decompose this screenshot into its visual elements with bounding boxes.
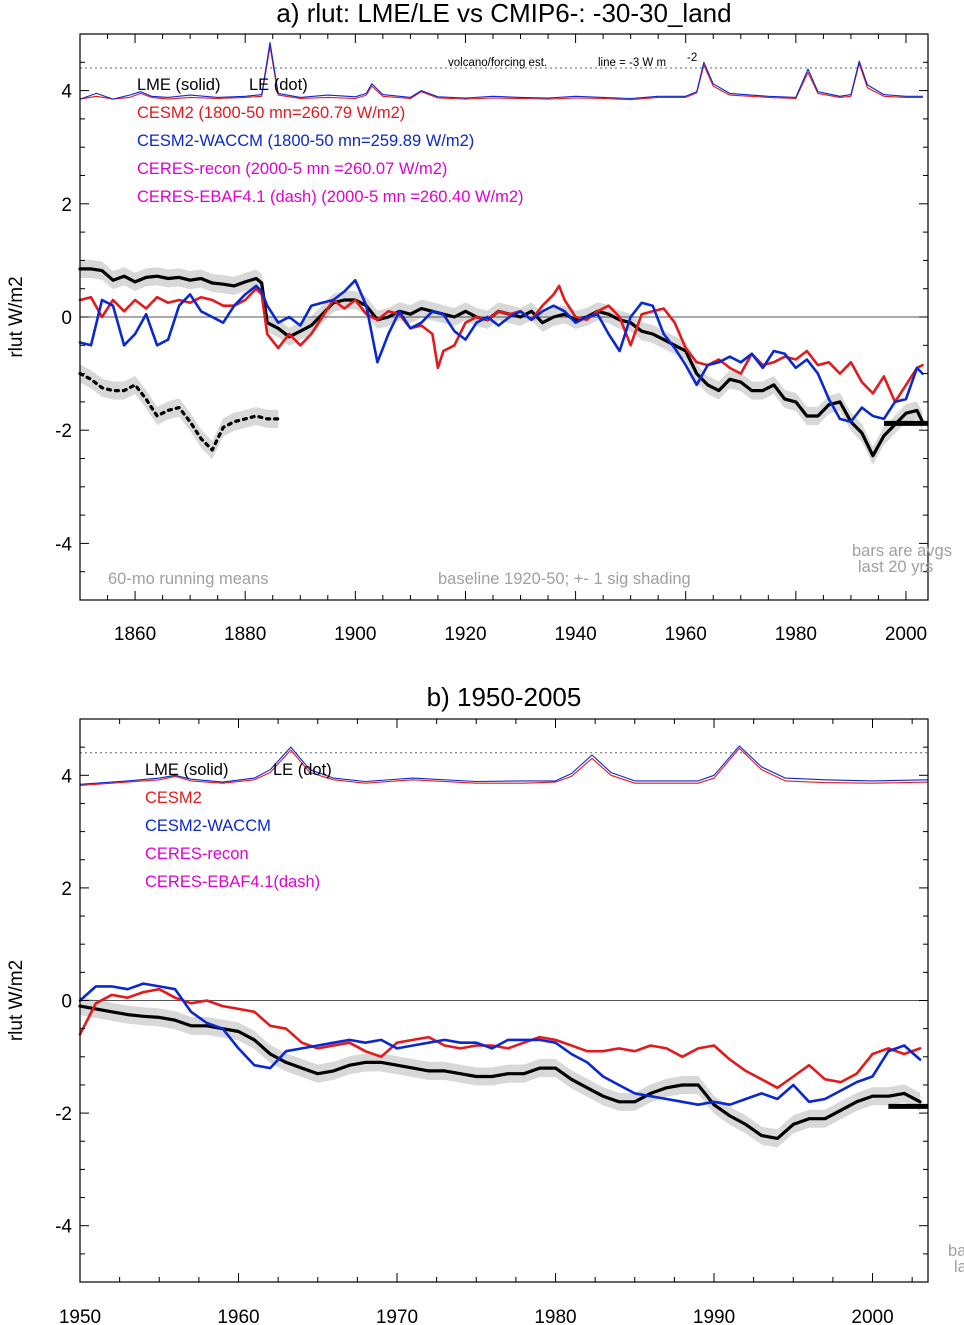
legend-entry: CESM2-WACCM: [145, 817, 271, 835]
series-line: [78, 372, 280, 452]
legend-entry: CERES-recon: [145, 845, 249, 863]
annotation-baseline: baseline 1920-50; +- 1 sig shading: [438, 570, 691, 588]
x-tick-label: 1960: [665, 624, 707, 645]
x-tick-label: 1960: [217, 1307, 259, 1325]
annotation-running-mean: 60-mo running means: [108, 570, 269, 588]
series-line: [78, 987, 922, 1090]
shade-band: [80, 364, 279, 460]
shade-band: [80, 259, 923, 465]
x-tick-label: 1980: [775, 624, 817, 645]
x-tick-label: 1980: [534, 1307, 576, 1325]
y-tick-label: 0: [61, 308, 72, 329]
legend-entry: CERES-recon (2000-5 mn =260.07 W/m2): [137, 160, 447, 178]
y-axis-label: rlut W/m2: [6, 960, 27, 1041]
y-tick-label: 2: [61, 195, 72, 216]
legend-entry: CERES-EBAF4.1(dash): [145, 873, 320, 891]
legend-lme: LME (solid): [137, 76, 220, 94]
legend-entry: CERES-EBAF4.1 (dash) (2000-5 mn =260.40 …: [137, 188, 524, 206]
annotation-bars-1: bars are avgs: [852, 542, 952, 560]
chart-title: a) rlut: LME/LE vs CMIP6-: -30-30_land: [276, 0, 731, 28]
legend-entry: CESM2: [145, 789, 202, 807]
y-tick-label: -2: [55, 421, 72, 442]
x-tick-label: 1990: [693, 1307, 735, 1325]
series-line: [78, 284, 924, 404]
legend-entry: CESM2-WACCM (1800-50 mn=259.89 W/m2): [137, 132, 474, 150]
annotation-line: line = -3 W m: [598, 57, 666, 69]
series-line: [79, 747, 929, 786]
y-tick-label: 4: [61, 82, 72, 103]
y-tick-label: 2: [61, 879, 72, 900]
series-line: [79, 45, 924, 101]
y-tick-label: 4: [61, 766, 72, 787]
x-tick-label: 1860: [114, 624, 156, 645]
legend-le: LE (dot): [249, 76, 308, 94]
y-tick-label: 0: [61, 992, 72, 1013]
shade-band: [80, 997, 921, 1148]
x-tick-label: 2000: [885, 624, 927, 645]
annotation-bars-2: la: [954, 1258, 964, 1276]
chart-title: b) 1950-2005: [427, 682, 582, 712]
series-line: [78, 267, 925, 458]
x-tick-label: 1880: [224, 624, 266, 645]
x-tick-label: 1940: [554, 624, 596, 645]
legend-lme: LME (solid): [145, 761, 228, 779]
y-tick-label: -2: [55, 1104, 72, 1125]
series-line: [78, 278, 924, 424]
annotation-line-sup: -2: [687, 52, 697, 64]
x-tick-label: 1900: [334, 624, 376, 645]
series-line: [79, 745, 929, 785]
series-line: [78, 982, 922, 1106]
annotation-volcano: volcano/forcing est.: [448, 57, 547, 69]
y-tick-label: -4: [55, 1217, 72, 1238]
x-tick-label: 1970: [376, 1307, 418, 1325]
panel-a: a) rlut: LME/LE vs CMIP6-: -30-30_land 4 2…: [6, 0, 952, 645]
x-tick-label: 2000: [851, 1307, 893, 1325]
panel-b: b) 1950-2005 4 2 0 -2 -4 1950 1960 1970 1980 1990 2…: [6, 682, 964, 1325]
annotation-bars-2: last 20 yrs: [858, 558, 933, 576]
annotation-bars-1: ba: [948, 1242, 964, 1260]
series-line: [79, 41, 924, 100]
x-tick-label: 1920: [444, 624, 486, 645]
y-tick-label: -4: [55, 534, 72, 555]
legend-entry: CESM2 (1800-50 mn=260.79 W/m2): [137, 104, 405, 122]
y-axis-label: rlut W/m2: [6, 276, 27, 357]
legend-le: LE (dot): [273, 761, 332, 779]
x-tick-label: 1950: [59, 1307, 101, 1325]
